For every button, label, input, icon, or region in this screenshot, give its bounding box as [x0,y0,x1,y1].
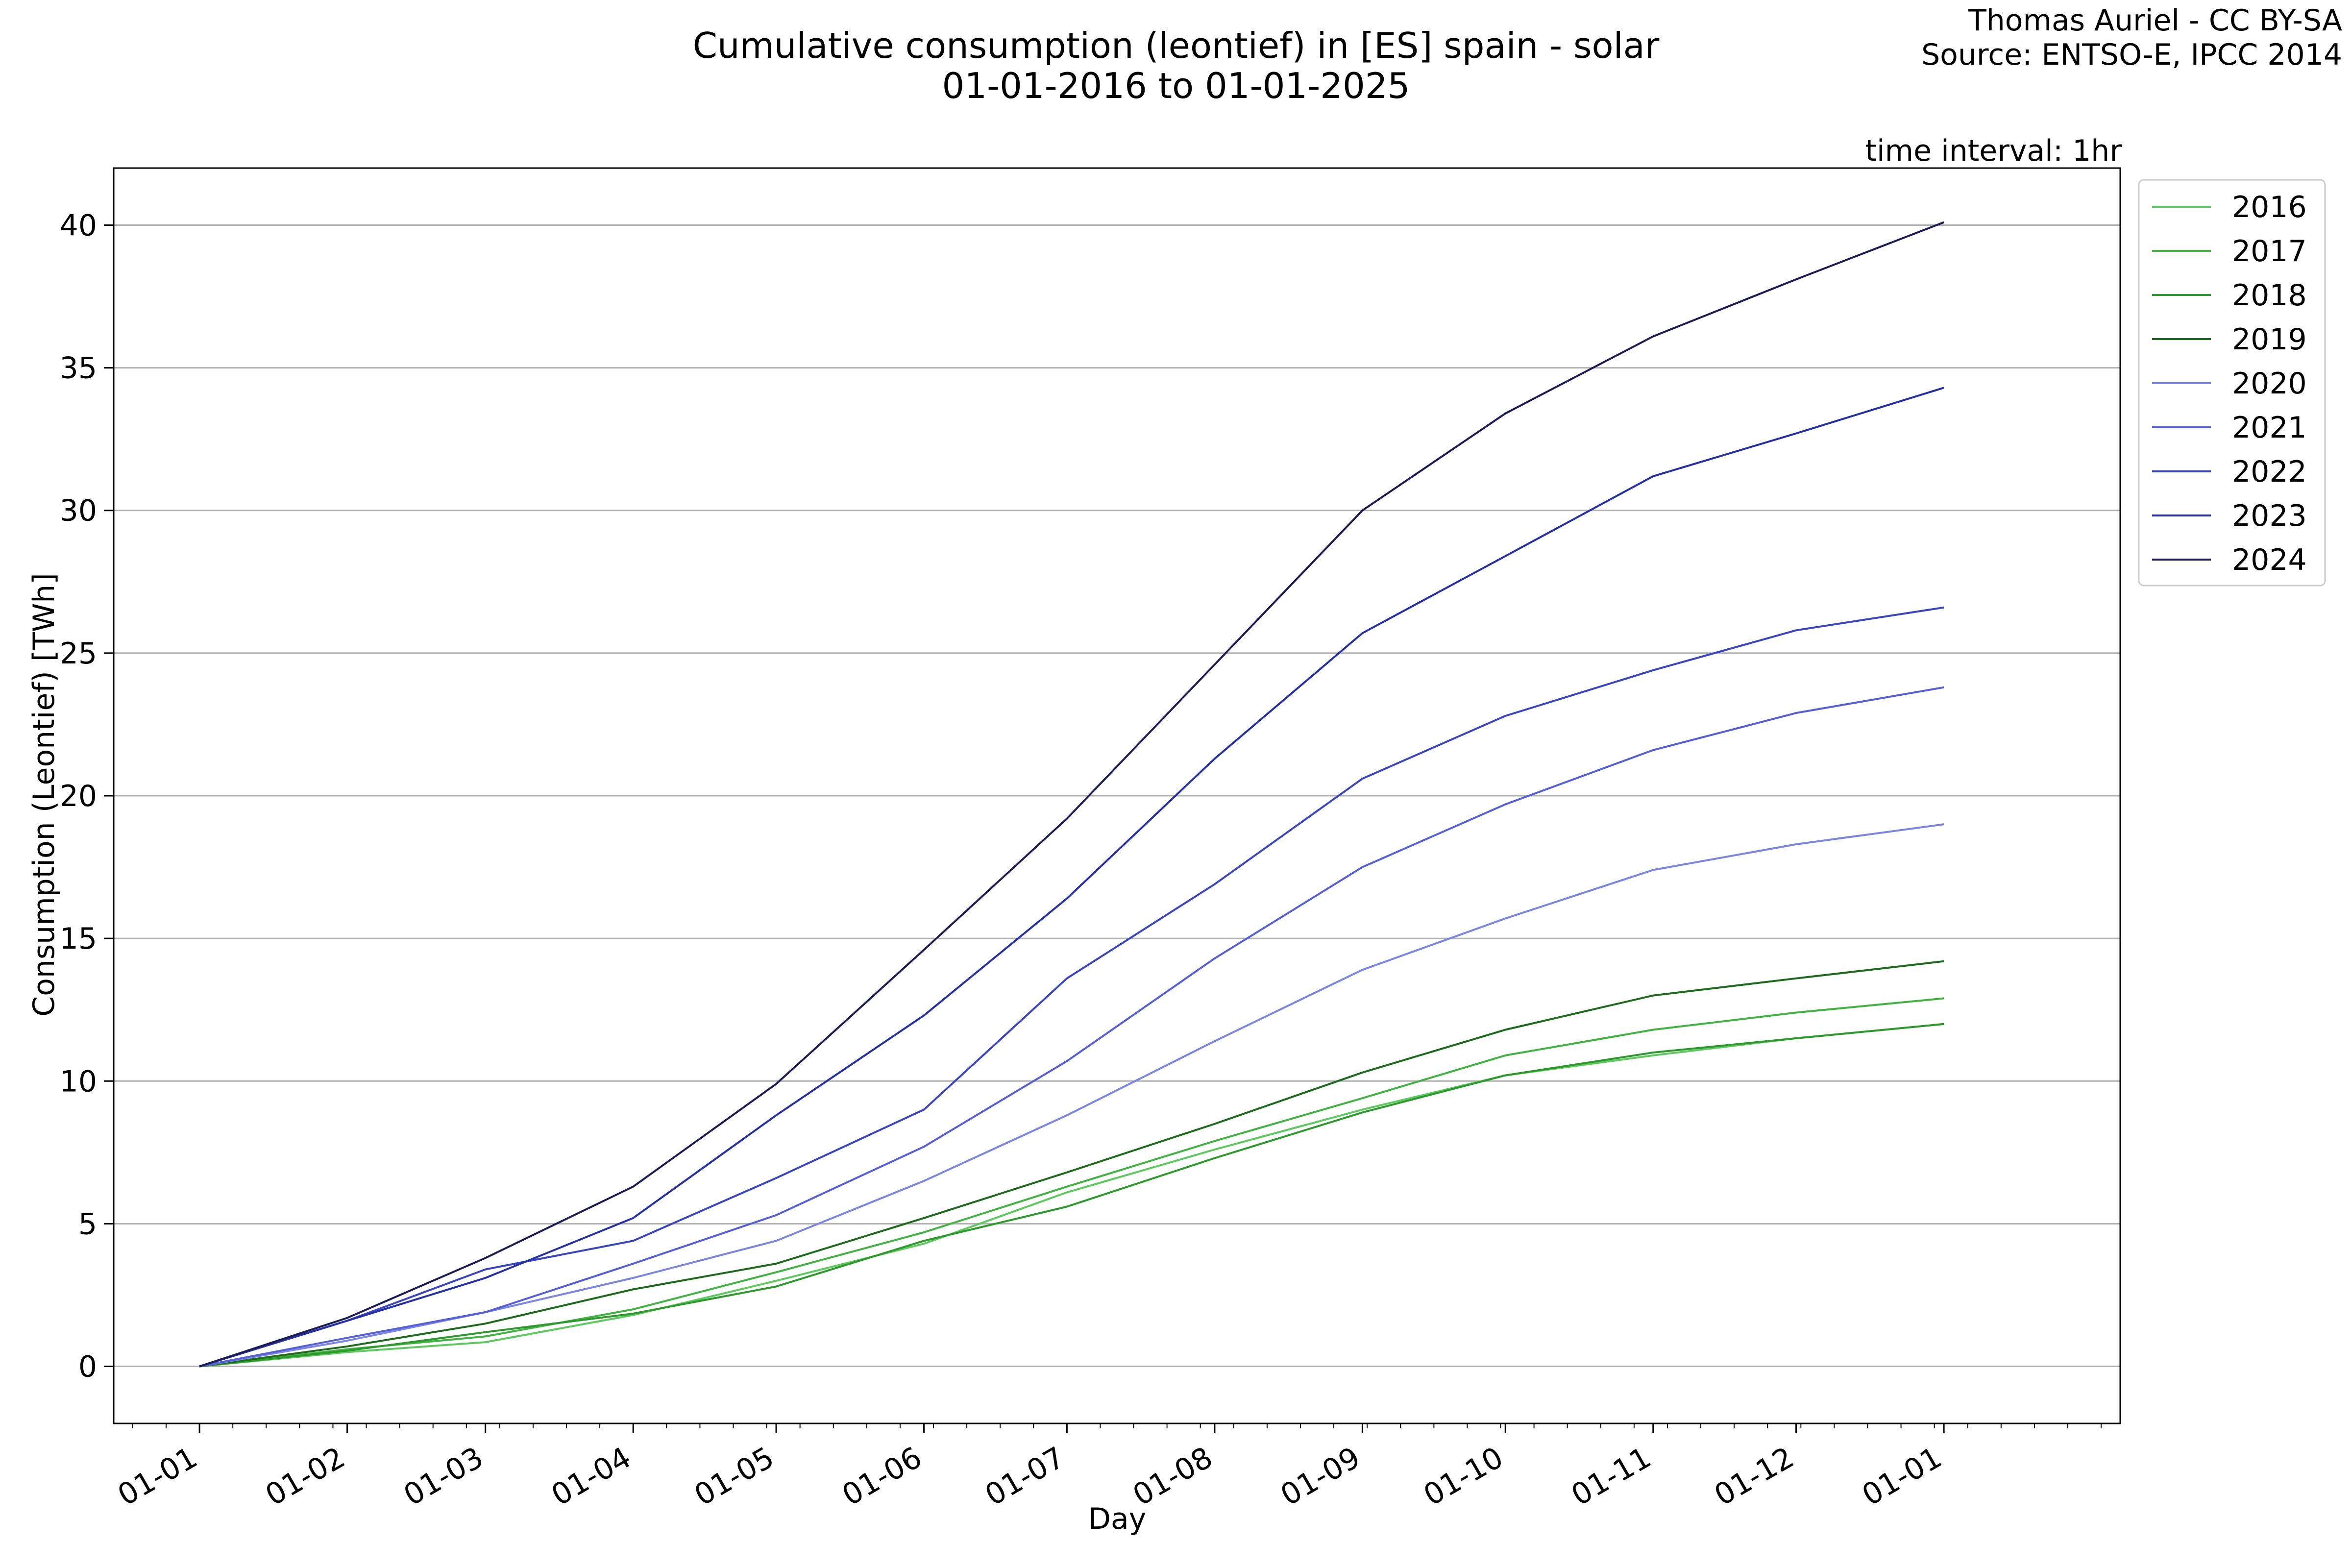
x-tick-label: 01-12 [1709,1440,1800,1513]
legend-label-2021: 2021 [2232,411,2307,445]
series-line-2019 [199,960,1944,1368]
x-tick-label: 01-02 [260,1440,351,1513]
legend-label-2022: 2022 [2232,455,2307,489]
legend-frame [2138,179,2326,587]
credit-source: Source: ENTSO-E, IPCC 2014 [1921,38,2342,72]
legend-label-2024: 2024 [2232,543,2307,577]
y-tick-label: 5 [78,1207,97,1241]
plot-frame [113,167,2121,1424]
y-tick-label: 30 [60,494,97,528]
x-axis-ticks: 01-01 01-02 01-03 01-04 01-05 01-06 01-07 01-08… [112,1423,1948,1513]
series-line-2023 [199,387,1944,1368]
series-line-2016 [199,1023,1944,1368]
y-tick-label: 40 [60,208,97,243]
x-tick-label: 01-06 [836,1440,928,1513]
x-tick-label: 01-09 [1275,1440,1366,1513]
x-tick-label: 01-05 [689,1440,780,1513]
legend-label-2023: 2023 [2232,499,2307,533]
credit-author: Thomas Auriel - CC BY-SA [1968,3,2342,38]
y-tick-label: 0 [78,1350,97,1384]
x-tick-label: 01-04 [546,1440,637,1513]
legend: 2016 2017 2018 2019 2020 2021 2022 2023 2024 [2138,179,2326,587]
legend-label-2019: 2019 [2232,322,2307,357]
series-lines [199,221,1944,1368]
y-tick-label: 35 [60,351,97,386]
chart-title: Cumulative consumption (leontief) in [ES… [693,25,1660,66]
legend-label-2018: 2018 [2232,278,2307,313]
x-axis-label: Day [1088,1502,1146,1536]
y-tick-label: 15 [60,922,97,956]
x-tick-label: 01-01 [112,1440,203,1513]
x-tick-label: 01-07 [980,1440,1071,1513]
time-interval-annotation: time interval: 1hr [1865,134,2122,168]
legend-label-2016: 2016 [2232,190,2307,224]
series-line-2022 [199,606,1944,1368]
legend-label-2017: 2017 [2232,234,2307,269]
series-line-2017 [199,997,1944,1368]
legend-label-2020: 2020 [2232,367,2307,401]
y-tick-label: 20 [60,779,97,813]
gridlines [114,224,2120,1368]
y-tick-label: 25 [60,637,97,671]
x-tick-label: 01-01 [1857,1440,1948,1513]
series-line-2018 [199,1023,1944,1368]
series-line-2024 [199,221,1944,1368]
y-axis-ticks: 0 5 10 15 20 25 30 35 40 [60,208,114,1384]
x-tick-label: 01-10 [1418,1440,1509,1513]
x-tick-label: 01-03 [398,1440,489,1513]
x-tick-label: 01-11 [1566,1440,1657,1513]
series-line-2021 [199,686,1944,1368]
chart-subtitle: 01-01-2016 to 01-01-2025 [942,65,1410,106]
y-tick-label: 10 [60,1064,97,1099]
y-axis-label: Consumption (Leontief) [TWh] [27,573,61,1016]
